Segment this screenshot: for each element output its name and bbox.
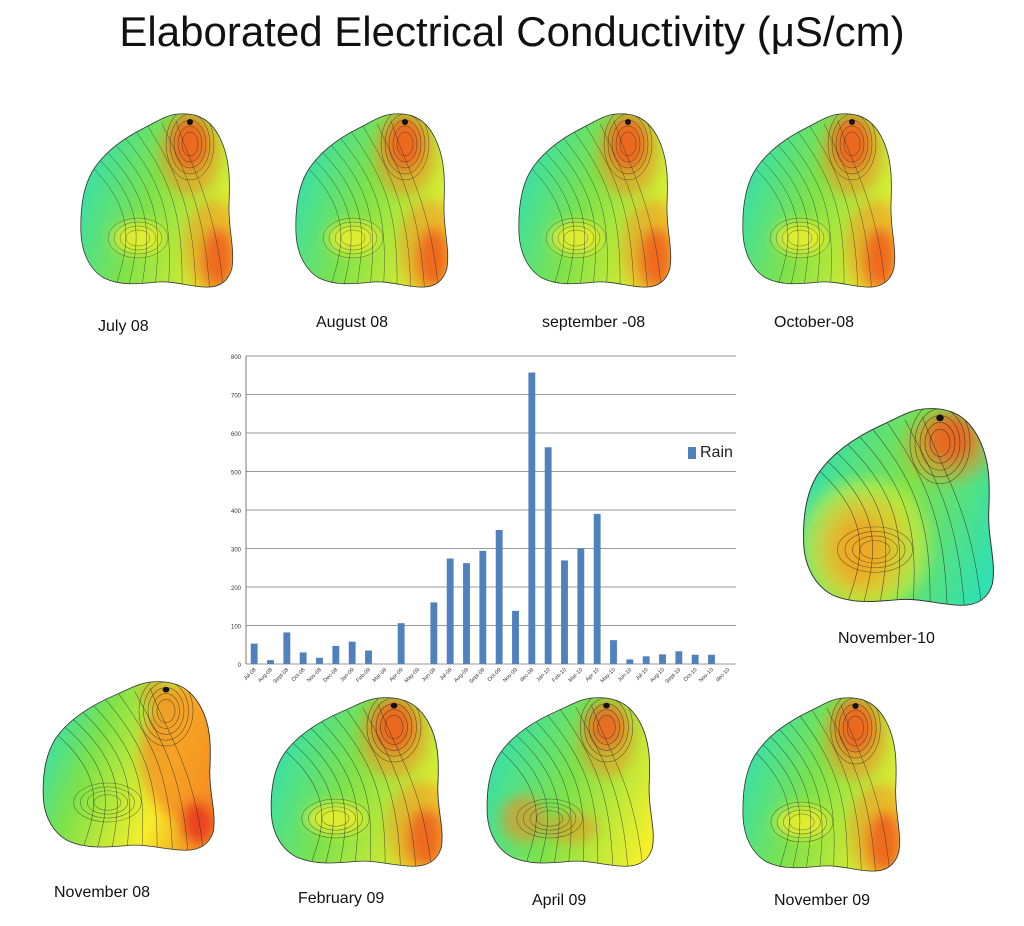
x-tick-label: Jul-08 <box>243 667 258 682</box>
contour-map-nov10 <box>800 402 1000 612</box>
x-tick-label: Oct-10 <box>683 667 699 683</box>
bar-Oct-09 <box>495 530 503 664</box>
x-tick-label: Jul-10 <box>635 667 650 682</box>
contour-map-oct08 <box>740 108 900 293</box>
bar-Jun-09 <box>430 602 438 664</box>
x-tick-label: Dec-08 <box>322 667 339 684</box>
bar-Nov-10 <box>708 654 715 664</box>
y-tick-label: 600 <box>231 432 242 438</box>
y-tick-label: 200 <box>231 586 242 592</box>
y-tick-label: 300 <box>231 548 242 554</box>
bar-Apr-09 <box>397 623 405 664</box>
bar-Nov-09 <box>512 610 519 664</box>
x-tick-label: Apr-09 <box>389 667 405 683</box>
bar-Apr-10 <box>593 513 601 664</box>
bar-Feb-10 <box>561 560 568 664</box>
map-label-sep08: september -08 <box>542 314 646 331</box>
y-tick-label: 500 <box>231 471 242 477</box>
map-label-nov08: November 08 <box>54 884 151 901</box>
x-tick-label: dec-10 <box>715 667 731 683</box>
x-tick-label: Aug-08 <box>257 667 274 684</box>
bar-Jun-10 <box>626 659 634 664</box>
bar-Oct-08 <box>299 652 307 664</box>
x-tick-label: Aug-10 <box>649 667 666 684</box>
x-tick-label: Feb-10 <box>551 667 568 684</box>
x-tick-label: Aug-09 <box>453 667 470 684</box>
contour-map-feb09 <box>268 692 448 872</box>
x-tick-label: dec-09 <box>519 667 535 683</box>
contour-map-nov08 <box>40 676 220 856</box>
y-tick-label: 100 <box>231 625 242 631</box>
contour-map-sep08 <box>516 108 676 293</box>
y-tick-label: 400 <box>231 509 242 515</box>
bar-Sept-10 <box>675 651 683 664</box>
x-tick-label: Oct-09 <box>487 667 503 683</box>
bar-Nov-08 <box>316 657 323 664</box>
contour-map-picture <box>295 113 449 288</box>
x-tick-label: Feb-09 <box>355 667 372 684</box>
x-tick-label: Oct-08 <box>291 667 307 683</box>
x-tick-label: Sept-09 <box>468 667 486 685</box>
contour-map-picture <box>80 113 234 288</box>
x-tick-label: May-09 <box>404 667 421 684</box>
x-tick-label: Nov-09 <box>502 667 519 684</box>
x-tick-label: Mar-10 <box>568 667 585 684</box>
x-tick-label: Sept-08 <box>272 667 290 685</box>
x-tick-label: Mar-09 <box>372 667 389 684</box>
map-label-oct08: October-08 <box>774 314 855 331</box>
bar-Jul-10 <box>642 656 650 664</box>
legend-swatch-rain <box>688 447 696 459</box>
bar-Mar-10 <box>577 548 585 664</box>
y-tick-label: 700 <box>231 394 242 400</box>
map-label-nov09: November 09 <box>774 892 871 909</box>
page-title: Elaborated Electrical Conductivity (μS/c… <box>119 8 905 55</box>
chart-legend: Rain <box>688 444 733 462</box>
contour-map-jul08 <box>78 108 238 293</box>
bar-Sept-09 <box>479 550 487 664</box>
x-tick-label: Nov-08 <box>306 667 323 684</box>
map-label-jul08: July 08 <box>98 318 149 335</box>
bar-Dec-08 <box>332 645 340 664</box>
x-tick-label: Nov-10 <box>698 667 715 684</box>
bar-Sept-08 <box>283 632 291 664</box>
bar-Aug-08 <box>267 660 274 664</box>
contour-map-aug08 <box>293 108 453 293</box>
x-tick-label: Apr-10 <box>585 667 601 683</box>
x-tick-label: Jul-09 <box>439 667 454 682</box>
contour-map-picture <box>742 113 896 288</box>
x-tick-label: Jun-09 <box>421 667 437 683</box>
contour-map-picture <box>42 681 215 851</box>
bar-May-10 <box>610 640 617 664</box>
bar-Jan-09 <box>348 641 356 664</box>
map-label-apr09: April 09 <box>532 892 587 909</box>
x-tick-label: Jun-10 <box>617 667 633 683</box>
contour-map-picture <box>486 697 654 867</box>
bar-Oct-10 <box>691 654 699 664</box>
bar-Jan-10 <box>544 447 552 664</box>
map-label-nov10: November-10 <box>838 630 935 647</box>
bar-Aug-09 <box>463 563 470 664</box>
map-label-feb09: February 09 <box>298 890 385 907</box>
bar-Aug-10 <box>659 654 666 664</box>
x-tick-label: Jan-09 <box>339 667 355 683</box>
contour-map-apr09 <box>484 692 659 872</box>
y-tick-label: 0 <box>238 663 242 669</box>
x-tick-label: Sept-10 <box>664 667 682 685</box>
bar-dec-09 <box>528 372 536 664</box>
legend-label-rain: Rain <box>700 444 733 461</box>
bar-Jul-09 <box>446 558 454 664</box>
x-tick-label: May-10 <box>600 667 617 684</box>
bar-Feb-09 <box>365 650 372 664</box>
contour-map-picture <box>270 697 443 867</box>
contour-map-nov09 <box>740 692 905 877</box>
contour-map-picture <box>803 408 994 606</box>
contour-map-picture <box>742 697 900 872</box>
contour-map-picture <box>518 113 672 288</box>
y-tick-label: 800 <box>231 355 242 361</box>
bar-Jul-08 <box>250 643 258 664</box>
x-tick-label: Jan-10 <box>535 667 551 683</box>
map-label-aug08: August 08 <box>316 314 389 331</box>
